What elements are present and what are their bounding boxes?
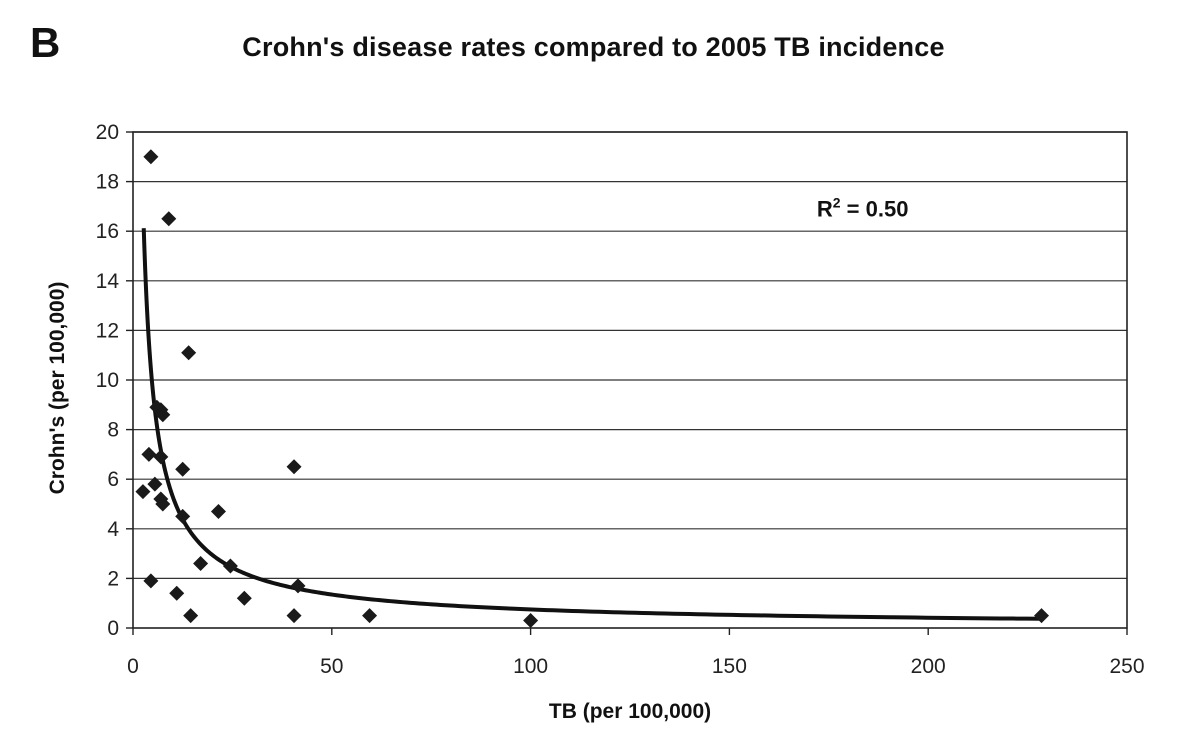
y-tick-label: 0 (107, 617, 119, 640)
y-tick-label: 6 (107, 468, 119, 491)
x-tick-label: 50 (320, 655, 343, 678)
data-point-marker (175, 461, 191, 477)
y-tick-label: 8 (107, 419, 119, 442)
chart-title: Crohn's disease rates compared to 2005 T… (242, 32, 945, 62)
data-point-marker (181, 345, 197, 361)
y-axis-ticks: 0 2 4 6 8 10 12 14 16 18 20 (96, 121, 133, 640)
y-tick-label: 16 (96, 220, 119, 243)
data-point-marker (222, 558, 238, 574)
y-tick-label: 12 (96, 319, 119, 342)
panel-label: B (30, 19, 61, 66)
data-point-marker (362, 608, 378, 624)
x-tick-label: 150 (712, 655, 747, 678)
data-point-marker (135, 484, 151, 500)
trendline (141, 228, 1040, 621)
gridlines (133, 131, 1127, 580)
x-axis-ticks: 0 50 100 150 200 250 (127, 628, 1145, 678)
data-point-marker (286, 459, 302, 475)
x-tick-label: 100 (513, 655, 548, 678)
r-squared-annotation: R2 = 0.50 (817, 194, 909, 221)
data-point-marker (143, 149, 159, 165)
y-tick-label: 2 (107, 567, 119, 590)
x-tick-label: 0 (127, 655, 139, 678)
y-tick-label: 10 (96, 369, 119, 392)
r-squared-base: R (817, 196, 833, 221)
data-point-marker (210, 503, 226, 519)
x-tick-label: 250 (1109, 655, 1144, 678)
data-point-marker (143, 573, 159, 589)
r-squared-superscript: 2 (833, 194, 841, 210)
data-point-marker (193, 556, 209, 572)
data-point-marker (147, 476, 163, 492)
y-tick-label: 20 (96, 121, 119, 144)
data-point-marker (153, 449, 169, 465)
x-tick-label: 200 (911, 655, 946, 678)
data-point-marker (286, 608, 302, 624)
y-axis-title: Crohn's (per 100,000) (46, 282, 69, 495)
data-point-marker (1034, 608, 1050, 624)
data-point-marker (523, 613, 539, 629)
r-squared-value: = 0.50 (841, 196, 909, 221)
y-tick-label: 14 (96, 270, 120, 293)
data-points (135, 149, 1050, 629)
data-point-marker (290, 578, 306, 594)
data-point-marker (183, 608, 199, 624)
data-point-marker (155, 496, 171, 512)
y-tick-label: 4 (107, 518, 119, 541)
data-point-marker (155, 407, 171, 423)
x-axis-title: TB (per 100,000) (549, 700, 711, 723)
data-point-marker (169, 585, 185, 601)
data-point-marker (161, 211, 177, 227)
y-tick-label: 18 (96, 171, 119, 194)
data-point-marker (236, 590, 252, 606)
data-point-marker (141, 446, 157, 462)
data-point-marker (175, 508, 191, 524)
